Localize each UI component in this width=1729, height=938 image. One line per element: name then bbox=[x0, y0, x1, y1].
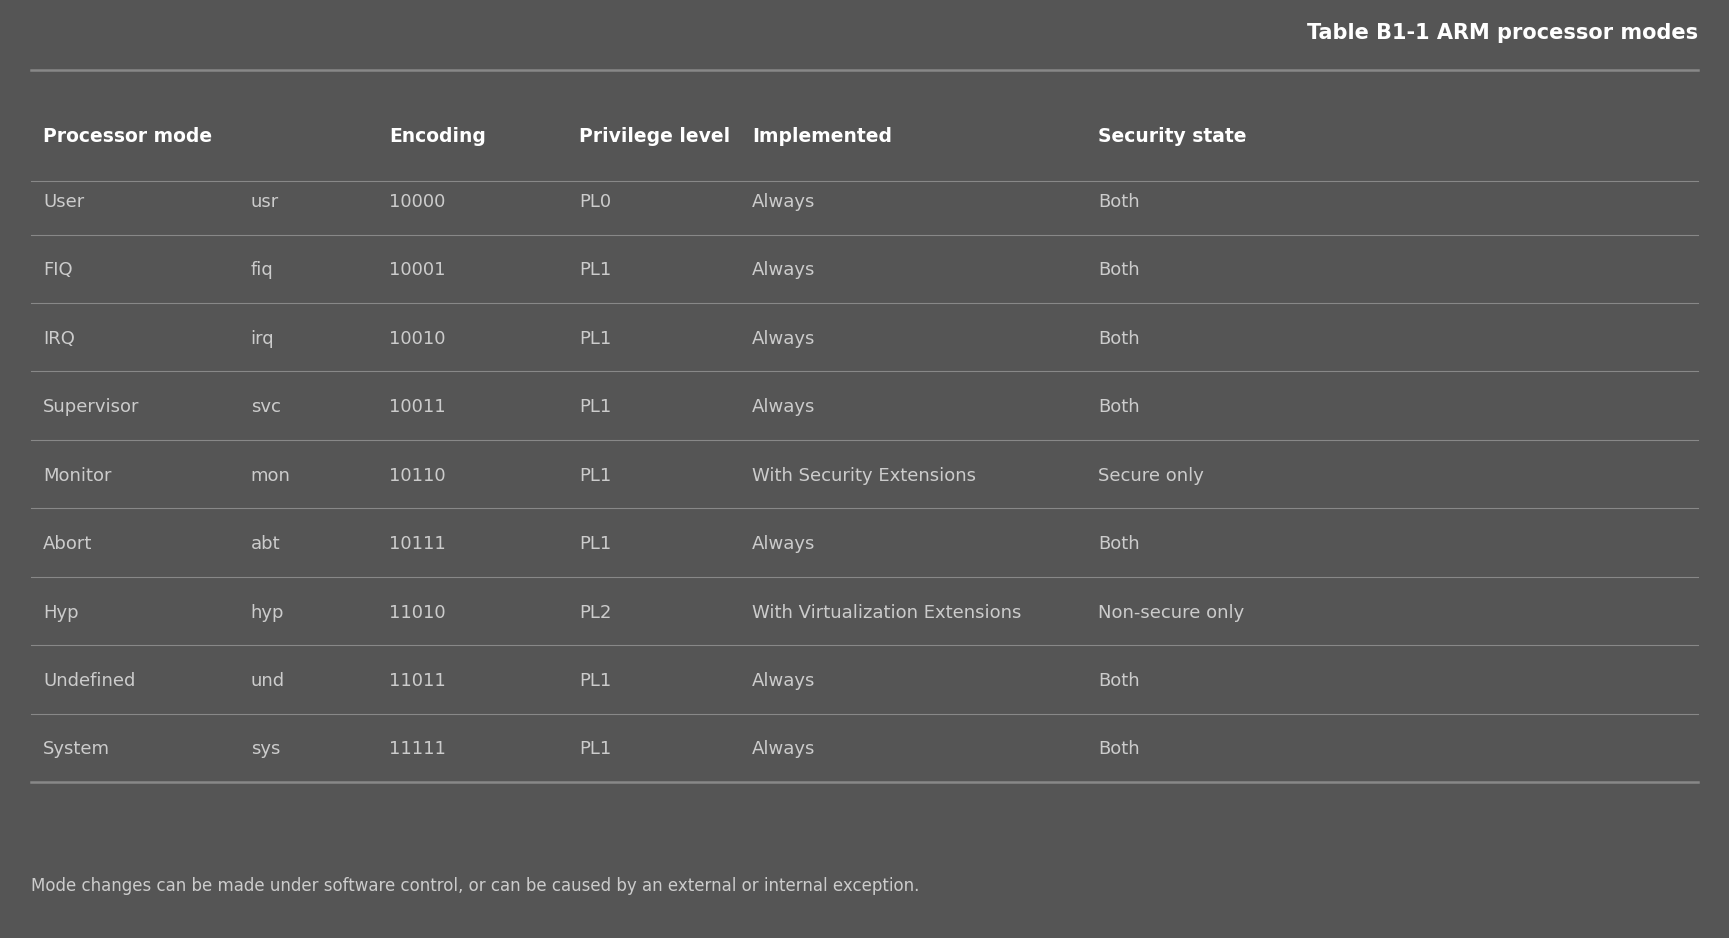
Text: 11010: 11010 bbox=[389, 603, 446, 622]
Text: fiq: fiq bbox=[251, 261, 273, 280]
Text: Non-secure only: Non-secure only bbox=[1098, 603, 1245, 622]
Text: 10001: 10001 bbox=[389, 261, 446, 280]
Text: Processor mode: Processor mode bbox=[43, 127, 213, 145]
Text: PL1: PL1 bbox=[579, 535, 612, 553]
Text: Implemented: Implemented bbox=[752, 127, 892, 145]
Text: PL1: PL1 bbox=[579, 466, 612, 485]
Text: Privilege level: Privilege level bbox=[579, 127, 730, 145]
Text: sys: sys bbox=[251, 740, 280, 759]
Text: Both: Both bbox=[1098, 740, 1139, 759]
Text: Always: Always bbox=[752, 672, 816, 690]
Text: Always: Always bbox=[752, 192, 816, 211]
Text: Both: Both bbox=[1098, 672, 1139, 690]
Text: 10111: 10111 bbox=[389, 535, 446, 553]
Text: irq: irq bbox=[251, 329, 275, 348]
Text: Secure only: Secure only bbox=[1098, 466, 1203, 485]
Text: Encoding: Encoding bbox=[389, 127, 486, 145]
Text: 10010: 10010 bbox=[389, 329, 446, 348]
Text: With Virtualization Extensions: With Virtualization Extensions bbox=[752, 603, 1022, 622]
Text: 10011: 10011 bbox=[389, 398, 446, 416]
Text: und: und bbox=[251, 672, 285, 690]
Text: PL1: PL1 bbox=[579, 740, 612, 759]
Text: System: System bbox=[43, 740, 111, 759]
Text: Undefined: Undefined bbox=[43, 672, 135, 690]
Text: Monitor: Monitor bbox=[43, 466, 112, 485]
Text: 11011: 11011 bbox=[389, 672, 446, 690]
Text: With Security Extensions: With Security Extensions bbox=[752, 466, 977, 485]
Text: 10000: 10000 bbox=[389, 192, 446, 211]
Text: PL1: PL1 bbox=[579, 672, 612, 690]
Text: IRQ: IRQ bbox=[43, 329, 74, 348]
Text: PL1: PL1 bbox=[579, 261, 612, 280]
Text: PL1: PL1 bbox=[579, 329, 612, 348]
Text: 11111: 11111 bbox=[389, 740, 446, 759]
Text: usr: usr bbox=[251, 192, 278, 211]
Text: Security state: Security state bbox=[1098, 127, 1247, 145]
Text: mon: mon bbox=[251, 466, 290, 485]
Text: Supervisor: Supervisor bbox=[43, 398, 140, 416]
Text: Mode changes can be made under software control, or can be caused by an external: Mode changes can be made under software … bbox=[31, 877, 920, 896]
Text: Both: Both bbox=[1098, 192, 1139, 211]
Text: Always: Always bbox=[752, 740, 816, 759]
Text: Always: Always bbox=[752, 261, 816, 280]
Text: svc: svc bbox=[251, 398, 280, 416]
Text: PL1: PL1 bbox=[579, 398, 612, 416]
Text: Both: Both bbox=[1098, 261, 1139, 280]
Text: Table B1-1 ARM processor modes: Table B1-1 ARM processor modes bbox=[1307, 23, 1698, 43]
Text: Always: Always bbox=[752, 535, 816, 553]
Text: FIQ: FIQ bbox=[43, 261, 73, 280]
Text: 10110: 10110 bbox=[389, 466, 446, 485]
Text: PL0: PL0 bbox=[579, 192, 612, 211]
Text: PL2: PL2 bbox=[579, 603, 612, 622]
Text: Both: Both bbox=[1098, 535, 1139, 553]
Text: Always: Always bbox=[752, 329, 816, 348]
Text: Hyp: Hyp bbox=[43, 603, 80, 622]
Text: User: User bbox=[43, 192, 85, 211]
Text: abt: abt bbox=[251, 535, 280, 553]
Text: Always: Always bbox=[752, 398, 816, 416]
Text: hyp: hyp bbox=[251, 603, 284, 622]
Text: Both: Both bbox=[1098, 329, 1139, 348]
Text: Both: Both bbox=[1098, 398, 1139, 416]
Text: Abort: Abort bbox=[43, 535, 93, 553]
